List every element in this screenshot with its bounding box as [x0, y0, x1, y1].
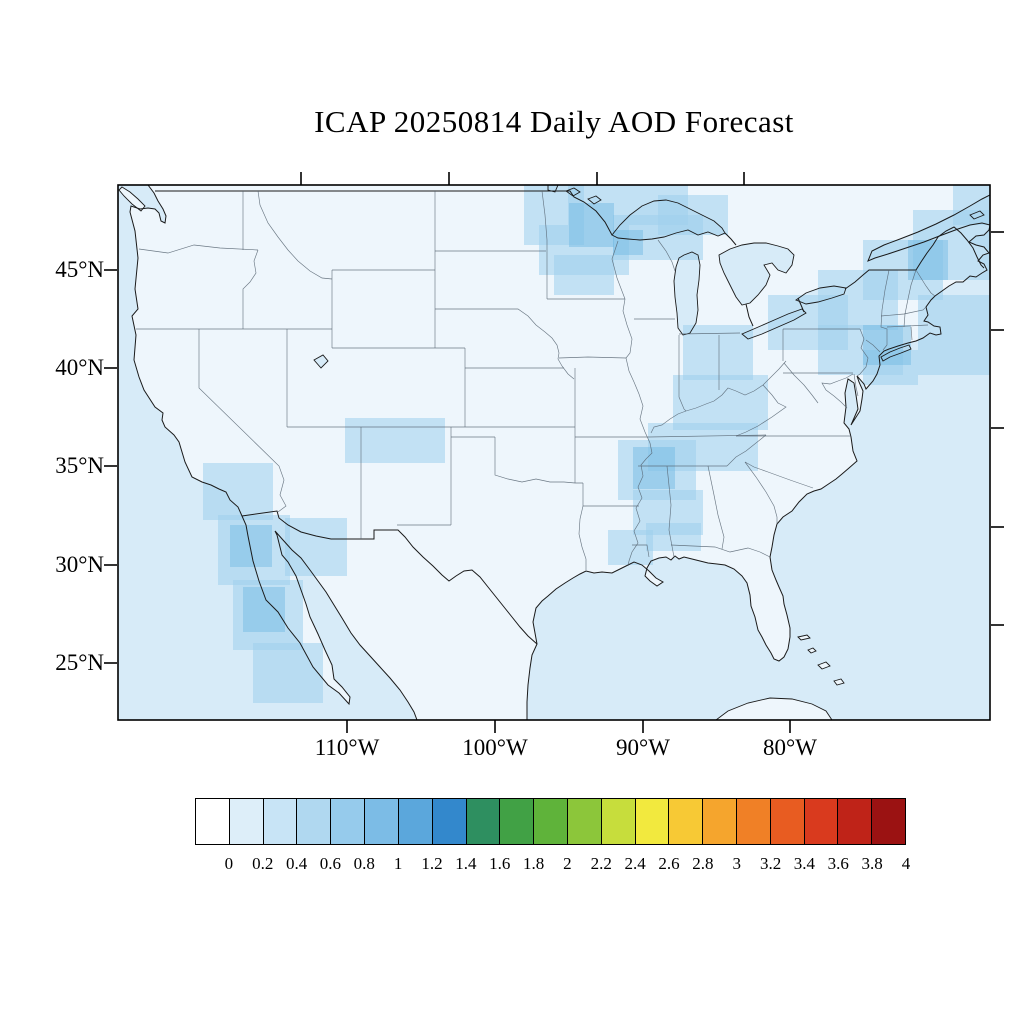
- colorbar-cell: [566, 799, 601, 844]
- colorbar-tick-label: 1.2: [421, 854, 443, 873]
- colorbar-cell: [634, 799, 669, 844]
- colorbar-tick-label: 3.2: [759, 854, 782, 873]
- colorbar-tick-label: 3: [732, 854, 741, 873]
- colorbar-cell: [364, 799, 398, 844]
- colorbar-cell: [296, 799, 331, 844]
- lon-axis-label: 100°W: [462, 735, 528, 760]
- colorbar-cell: [262, 799, 297, 844]
- colorbar-cell: [871, 799, 906, 844]
- colorbar-tick-label: 0.4: [285, 854, 308, 873]
- lat-axis-label: 35°N: [55, 453, 104, 478]
- lon-axis-label: 80°W: [763, 735, 817, 760]
- colorbar-tick-label: 2: [563, 854, 572, 873]
- colorbar-cell: [330, 799, 365, 844]
- colorbar-cell: [668, 799, 703, 844]
- colorbar-cell: [837, 799, 872, 844]
- lon-axis-label: 110°W: [314, 735, 380, 760]
- colorbar-cell: [397, 799, 432, 844]
- colorbar-cell: [803, 799, 838, 844]
- colorbar-tick-label: 1.4: [455, 854, 477, 873]
- colorbar-cell: [736, 799, 770, 844]
- colorbar-cell: [499, 799, 534, 844]
- lat-axis-label: 25°N: [55, 650, 104, 675]
- lat-axis-label: 45°N: [55, 257, 104, 282]
- colorbar-tick-label: 2.4: [624, 854, 646, 873]
- plot-title: ICAP 20250814 Daily AOD Forecast: [314, 104, 794, 139]
- colorbar-tick-label: 2.6: [658, 854, 680, 873]
- colorbar-tick-label: 2.2: [590, 854, 612, 873]
- colorbar-tick-label: 3.8: [861, 854, 883, 873]
- colorbar-tick-label: 0.6: [319, 854, 342, 873]
- colorbar-cell: [228, 799, 263, 844]
- colorbar-cell: [465, 799, 500, 844]
- colorbar-tick-label: 2.8: [692, 854, 714, 873]
- lat-axis-label: 40°N: [55, 355, 104, 380]
- aod-map-panel: [118, 185, 990, 720]
- colorbar-tick-label: 0: [224, 854, 234, 873]
- colorbar-tick-label: 1: [393, 854, 403, 873]
- aod-map: [118, 185, 990, 720]
- colorbar-tick-label: 3.6: [827, 854, 849, 873]
- colorbar-cell: [769, 799, 804, 844]
- colorbar-tick-label: 0.8: [353, 854, 375, 873]
- colorbar-tick-label: 1.8: [522, 854, 545, 873]
- colorbar-tick-label: 4: [901, 854, 911, 873]
- colorbar-tick-label: 1.6: [489, 854, 511, 873]
- lat-axis-label: 30°N: [55, 552, 104, 577]
- colorbar-cell: [196, 799, 229, 844]
- colorbar: [195, 798, 906, 845]
- colorbar-cell: [600, 799, 635, 844]
- colorbar-tick-label: 3.4: [793, 854, 816, 873]
- colorbar-cell: [431, 799, 466, 844]
- colorbar-tick-label: 0.2: [252, 854, 274, 873]
- colorbar-cell: [702, 799, 736, 844]
- lon-axis-label: 90°W: [616, 735, 670, 760]
- colorbar-cell: [533, 799, 567, 844]
